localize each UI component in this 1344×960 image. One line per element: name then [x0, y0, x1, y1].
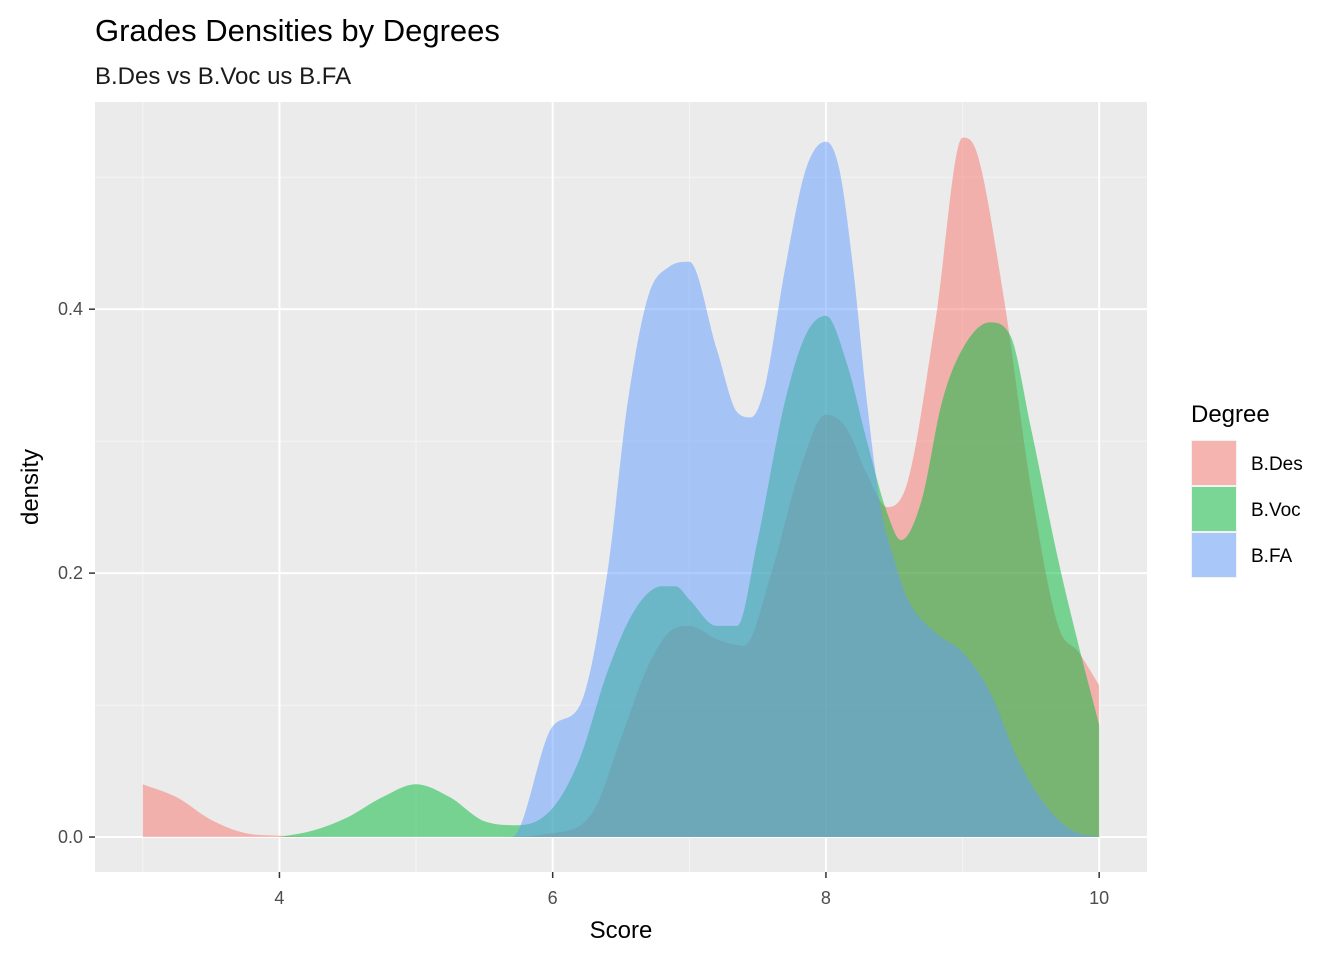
- x-tick-label: 10: [1089, 888, 1109, 908]
- x-tick-label: 8: [821, 888, 831, 908]
- x-axis-title: Score: [590, 917, 653, 944]
- y-axis-ticks: 0.0 0.2 0.4: [58, 299, 95, 847]
- x-tick-label: 4: [274, 888, 284, 908]
- legend-label: B.FA: [1251, 546, 1293, 567]
- y-tick-label: 0.0: [58, 827, 83, 847]
- legend-key-swatch: [1192, 441, 1236, 485]
- legend: Degree B.Des B.Voc B.FA: [1191, 401, 1303, 578]
- legend-label: B.Des: [1251, 454, 1303, 475]
- legend-key-swatch: [1192, 533, 1236, 577]
- chart-subtitle: B.Des vs B.Voc us B.FA: [95, 63, 351, 90]
- density-area-bfa: [416, 141, 1100, 838]
- legend-key-swatch: [1192, 487, 1236, 531]
- x-tick-label: 6: [548, 888, 558, 908]
- y-tick-label: 0.2: [58, 563, 83, 583]
- x-axis-ticks: 4 6 8 10: [274, 872, 1109, 908]
- y-tick-label: 0.4: [58, 299, 83, 319]
- chart-title: Grades Densities by Degrees: [95, 13, 500, 48]
- legend-title: Degree: [1191, 401, 1270, 428]
- density-areas: [142, 137, 1100, 838]
- legend-label: B.Voc: [1251, 500, 1301, 521]
- y-axis-title: density: [17, 449, 44, 525]
